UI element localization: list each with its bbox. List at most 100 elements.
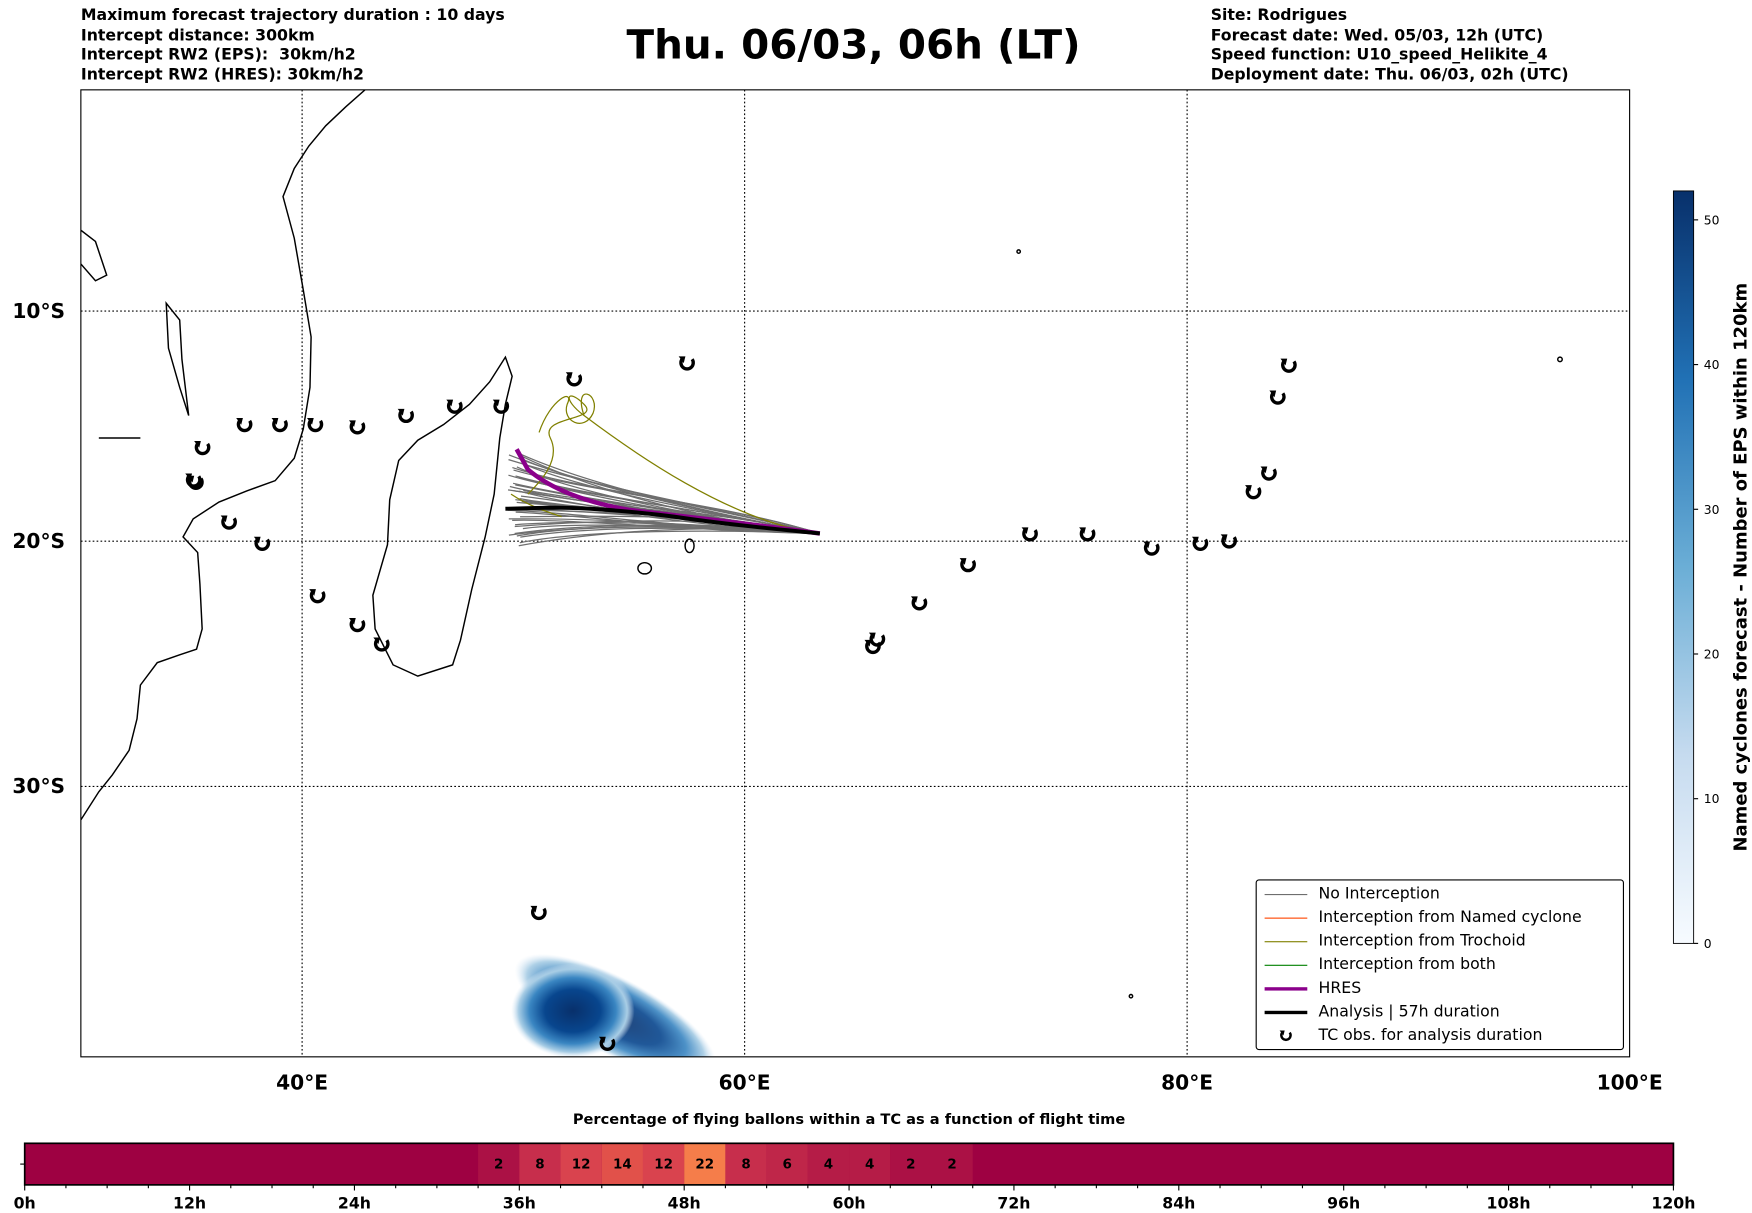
eps-trajectories bbox=[507, 393, 821, 547]
forecast-date: Forecast date: Wed. 05/03, 12h (UTC) bbox=[1210, 26, 1544, 45]
flight-bar-cell bbox=[601, 1143, 643, 1185]
flight-bar-cell-label: 8 bbox=[535, 1157, 544, 1173]
flight-bar-title: Percentage of flying ballons within a TC… bbox=[572, 1111, 1126, 1129]
cyclone-icon bbox=[271, 416, 288, 433]
flight-bar-tick-label: 48h bbox=[668, 1193, 701, 1212]
legend-label: HRES bbox=[1318, 979, 1362, 998]
lon-tick-label: 100°E bbox=[1597, 1070, 1663, 1094]
legend-label: Interception from Named cyclone bbox=[1318, 908, 1582, 927]
legend-label: No Interception bbox=[1318, 885, 1440, 903]
lon-tick-label: 40°E bbox=[276, 1070, 328, 1094]
trochoid-trajectory bbox=[527, 395, 820, 535]
reunion-island bbox=[637, 561, 653, 575]
cyclone-icon bbox=[1268, 388, 1286, 405]
flight-bar-cell bbox=[849, 1143, 891, 1185]
cyclone-icon bbox=[445, 397, 463, 414]
flight-bar-tick-label: 72h bbox=[997, 1193, 1030, 1212]
param-duration: Maximum forecast trajectory duration : 1… bbox=[80, 6, 505, 25]
cyclone-icon bbox=[910, 594, 928, 611]
cyclone-icon bbox=[868, 630, 886, 647]
eps-trajectory bbox=[519, 530, 820, 544]
cyclone-icon bbox=[308, 587, 326, 604]
flight-bar-cell bbox=[725, 1143, 767, 1185]
named-cyclone-swatch bbox=[1264, 917, 1308, 919]
flight-bar-cell-label: 8 bbox=[741, 1157, 750, 1173]
colorbar: 0 10 20 30 40 50 Named cyclones forecast - Nu… bbox=[1672, 190, 1751, 951]
flight-time-bar: 2 8 12 14 12 22 8 6 4 4 2 20h 12h 24h 36h 48h 60h 72h 84h 9… bbox=[14, 1142, 1695, 1212]
flight-bar-tick-label: 96h bbox=[1327, 1193, 1360, 1212]
cyclone-icon bbox=[253, 535, 271, 551]
lat-tick-label: 30°S bbox=[12, 774, 65, 798]
cyclone-icon bbox=[959, 556, 976, 573]
flight-bar-tick-label: 12h bbox=[173, 1193, 206, 1212]
colorbar-tick-label: 50 bbox=[1704, 213, 1720, 227]
eps-density bbox=[511, 953, 717, 1057]
flight-bar-cell bbox=[519, 1143, 561, 1185]
cyclone-icon bbox=[565, 370, 583, 387]
legend-label: Analysis | 57h duration bbox=[1318, 1002, 1500, 1021]
cyclone-icon bbox=[397, 407, 414, 424]
cyclone-icon bbox=[1142, 539, 1160, 556]
page-title: Thu. 06/03, 06h (LT) bbox=[626, 22, 1081, 69]
flight-bar-tick-label: 36h bbox=[503, 1193, 536, 1212]
legend: No Interception Interception from Named … bbox=[1255, 879, 1625, 1051]
cyclone-icon bbox=[1078, 525, 1096, 542]
flight-bar-tick-label: 120h bbox=[1651, 1193, 1695, 1212]
cyclone-icon bbox=[1259, 464, 1277, 481]
flight-bar-cell-label: 14 bbox=[613, 1157, 632, 1173]
deployment-date: Deployment date: Thu. 06/03, 02h (UTC) bbox=[1210, 65, 1569, 84]
cyclone-icon bbox=[529, 904, 547, 921]
colorbar-tick-label: 40 bbox=[1704, 358, 1720, 372]
coastline bbox=[80, 89, 1563, 999]
param-rw2-hres: Intercept RW2 (HRES): 30km/h2 bbox=[80, 65, 365, 84]
flight-bar-cell-label: 12 bbox=[572, 1157, 591, 1173]
colorbar-tick-label: 30 bbox=[1704, 503, 1720, 517]
colorbar-label: Named cyclones forecast - Number of EPS … bbox=[1730, 283, 1751, 852]
analysis-trajectory bbox=[505, 505, 821, 536]
site-info: Site: Rodrigues Forecast date: Wed. 05/0… bbox=[1211, 7, 1569, 86]
flight-bar-cell bbox=[684, 1143, 726, 1185]
flight-bar-tick-label: 60h bbox=[833, 1193, 866, 1212]
flight-bar-tick-label: 108h bbox=[1487, 1193, 1531, 1212]
analysis-swatch bbox=[1264, 1010, 1308, 1014]
cyclone-icon bbox=[678, 354, 695, 371]
trochoid-trajectory bbox=[538, 393, 595, 433]
cyclone-icon bbox=[1191, 535, 1209, 551]
flight-bar-cell bbox=[931, 1143, 973, 1185]
cyclone-icon bbox=[235, 416, 253, 433]
colorbar-tick-label: 10 bbox=[1704, 792, 1720, 806]
lon-tick-label: 80°E bbox=[1161, 1070, 1213, 1094]
eps-trajectory bbox=[520, 527, 820, 538]
axis-labels: 40°E 60°E 80°E 100°E 10°S 20°S 30°S bbox=[12, 299, 1662, 1095]
flight-bar-cell bbox=[807, 1143, 850, 1185]
madagascar-coast bbox=[372, 355, 513, 677]
eps-trajectory bbox=[513, 469, 821, 535]
no-interception-swatch bbox=[1264, 893, 1308, 895]
flight-bar-cell-label: 2 bbox=[494, 1157, 503, 1173]
map-frame bbox=[80, 89, 1631, 1058]
speed-function: Speed function: U10_speed_Helikite_4 bbox=[1210, 46, 1548, 65]
cyclone-icon bbox=[348, 418, 366, 435]
africa-coast bbox=[80, 89, 366, 821]
flight-bar-cell bbox=[478, 1143, 520, 1185]
cyclone-icon bbox=[220, 513, 237, 530]
flight-bar-tick-label: 24h bbox=[338, 1193, 371, 1212]
lat-tick-label: 10°S bbox=[12, 299, 65, 323]
cyclone-icon bbox=[1244, 483, 1262, 500]
param-rw2-eps: Intercept RW2 (EPS): 30km/h2 bbox=[80, 46, 356, 65]
colorbar-tick-label: 20 bbox=[1704, 647, 1720, 661]
flight-bar-cell bbox=[560, 1143, 602, 1185]
both-swatch bbox=[1264, 964, 1308, 966]
cyclone-icon bbox=[193, 439, 211, 456]
colorbar-tick-label: 0 bbox=[1704, 937, 1712, 951]
run-parameters: Maximum forecast trajectory duration : 1… bbox=[81, 7, 505, 86]
flight-bar-cell-label: 4 bbox=[824, 1157, 833, 1173]
cyclone-icon bbox=[1279, 356, 1297, 373]
legend-label: TC obs. for analysis duration bbox=[1318, 1026, 1543, 1045]
lat-tick-label: 20°S bbox=[12, 529, 65, 553]
legend-label: Interception from both bbox=[1318, 955, 1496, 974]
site-name: Site: Rodrigues bbox=[1210, 6, 1348, 25]
flight-bar-cell-label: 22 bbox=[695, 1157, 714, 1173]
flight-bar-cell-label: 2 bbox=[906, 1157, 915, 1173]
